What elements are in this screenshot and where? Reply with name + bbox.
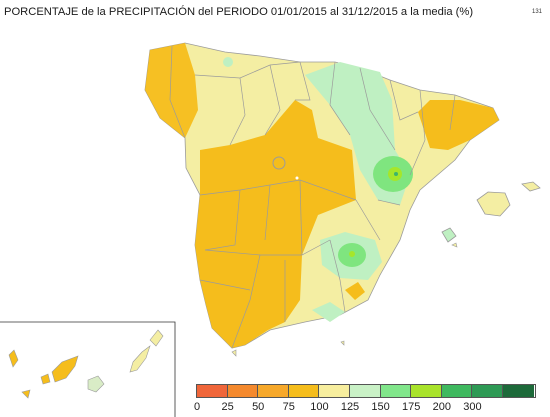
legend-color-bar: [196, 384, 536, 398]
island-gran-canaria: [87, 375, 105, 393]
island-la-gomera: [40, 373, 51, 385]
legend-swatch: [502, 385, 534, 397]
valencia-dark-center: [394, 172, 398, 176]
legend-swatch: [441, 385, 473, 397]
map-code: 131: [531, 9, 542, 15]
island-lanzarote: [149, 329, 164, 347]
melilla: [340, 340, 345, 346]
island-tenerife: [51, 355, 79, 383]
legend-label: 100: [310, 401, 329, 413]
island-menorca: [521, 181, 541, 192]
province-borders: [169, 45, 456, 349]
region-central-west-orange: [195, 100, 356, 348]
legend-swatch: [411, 385, 442, 397]
legend-label: 125: [340, 401, 360, 413]
region-almeria-orange: [345, 282, 365, 300]
legend-swatch: [197, 385, 228, 397]
legend-label: 0: [193, 401, 201, 413]
legend-label: 200: [432, 401, 451, 413]
island-fuerteventura: [129, 345, 151, 373]
ceuta: [231, 349, 237, 357]
legend-label: 300: [463, 401, 482, 413]
island-formentera: [451, 242, 458, 248]
legend-swatch: [472, 385, 503, 397]
legend-swatch: [380, 385, 412, 397]
legend-swatch: [319, 385, 350, 397]
legend-label: 50: [252, 401, 265, 413]
legend-swatch: [349, 385, 381, 397]
legend-label: 150: [371, 401, 390, 413]
region-galicia-orange: [145, 43, 198, 138]
legend: 0 25 50 75 100 125 150 175 200 300: [193, 384, 536, 415]
map-title: PORCENTAJE de la PRECIPITACIÓN del PERIO…: [4, 6, 474, 18]
madrid-marker: [272, 156, 299, 180]
island-el-hierro: [21, 389, 31, 399]
region-south-lightgreen: [312, 302, 345, 322]
region-north-green-spot: [223, 57, 233, 67]
legend-swatch: [288, 385, 320, 397]
canary-inset-frame: [0, 321, 176, 417]
legend-swatch: [258, 385, 289, 397]
legend-labels: 0 25 50 75 100 125 150 175 200 300: [193, 401, 536, 415]
murcia-lime-center: [349, 251, 355, 257]
island-mallorca: [476, 191, 511, 217]
legend-swatch: [227, 385, 259, 397]
legend-label: 175: [402, 401, 421, 413]
legend-label: 75: [282, 401, 295, 413]
region-catalonia-orange: [418, 100, 499, 150]
island-ibiza: [441, 227, 457, 243]
island-la-palma: [8, 349, 19, 368]
legend-label: 25: [221, 401, 234, 413]
